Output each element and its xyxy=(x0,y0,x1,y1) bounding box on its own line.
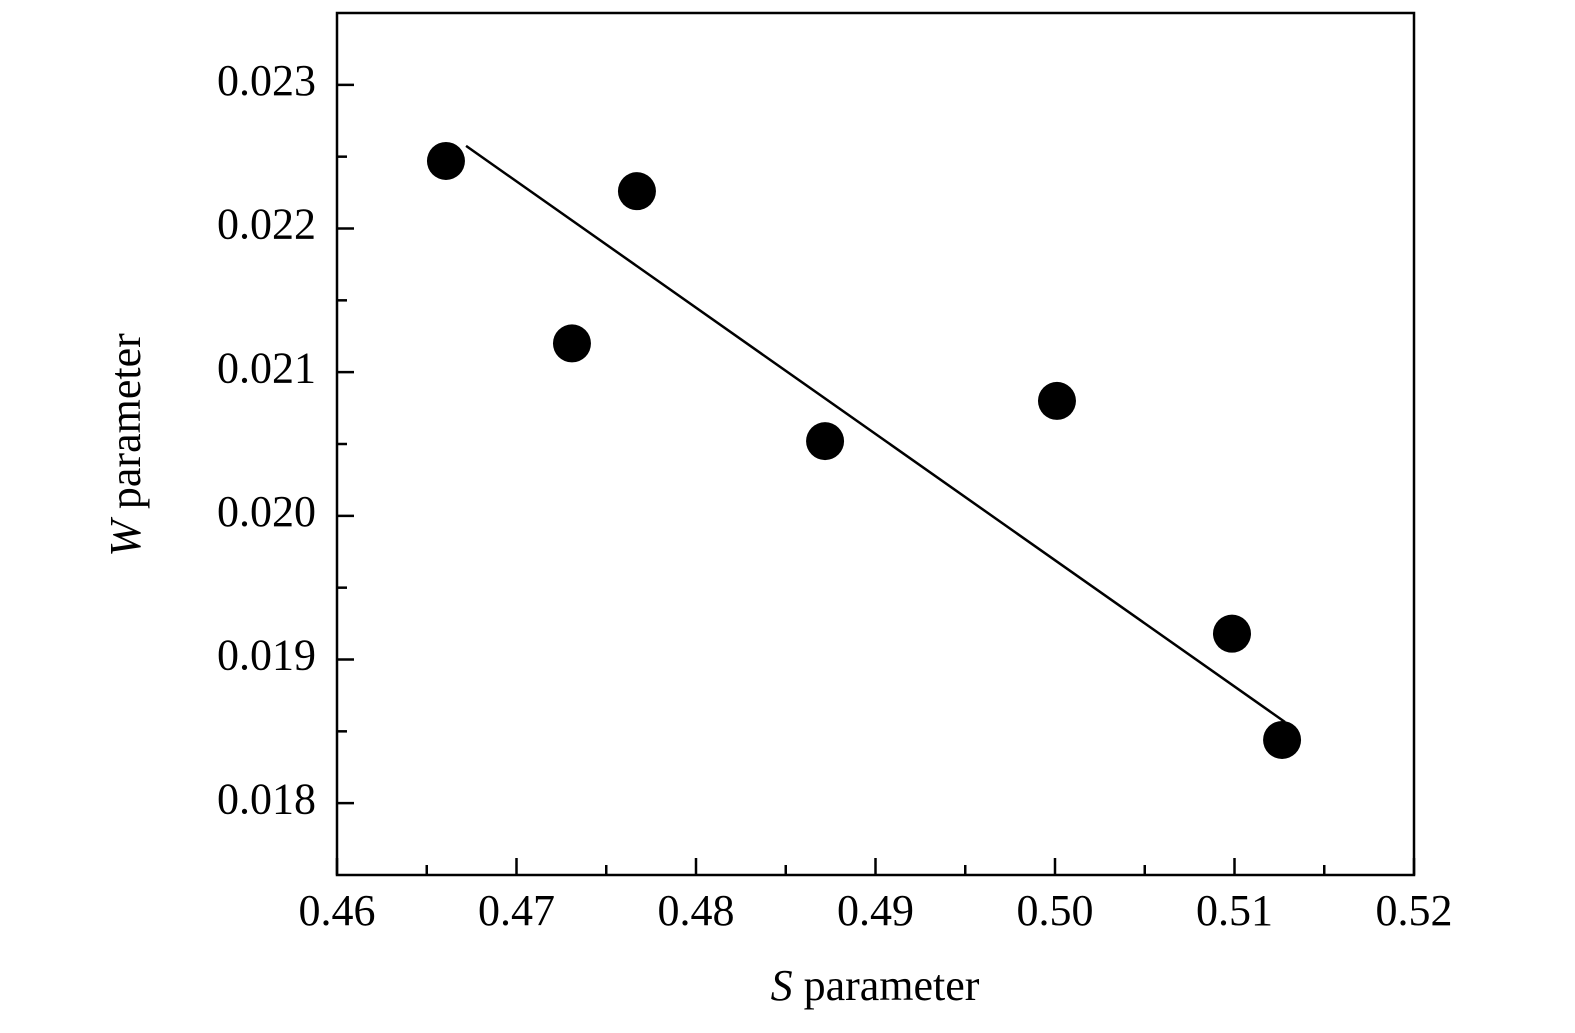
x-tick-label: 0.48 xyxy=(658,886,735,935)
y-tick-label: 0.022 xyxy=(217,200,316,249)
data-point xyxy=(552,324,591,363)
data-point xyxy=(1037,381,1076,420)
y-tick-label: 0.020 xyxy=(217,487,316,536)
x-tick-label: 0.50 xyxy=(1017,886,1094,935)
x-tick-label: 0.52 xyxy=(1376,886,1453,935)
y-tick-label: 0.023 xyxy=(217,56,316,105)
x-tick-label: 0.47 xyxy=(478,886,555,935)
y-tick-label: 0.021 xyxy=(217,343,316,392)
x-tick-label: 0.51 xyxy=(1196,886,1273,935)
y-tick-label: 0.019 xyxy=(217,631,316,680)
data-point xyxy=(1212,614,1251,653)
data-point xyxy=(617,172,656,211)
plot-frame xyxy=(335,11,1416,877)
x-tick-label: 0.46 xyxy=(299,886,376,935)
y-tick-label: 0.018 xyxy=(217,774,316,823)
x-axis-title: S parameter xyxy=(771,961,980,1010)
x-tick-label: 0.49 xyxy=(837,886,914,935)
data-point xyxy=(1263,720,1302,759)
data-point xyxy=(426,141,465,180)
y-axis-title: W parameter xyxy=(101,333,150,557)
fit-line xyxy=(465,144,1286,724)
data-point xyxy=(806,422,845,461)
